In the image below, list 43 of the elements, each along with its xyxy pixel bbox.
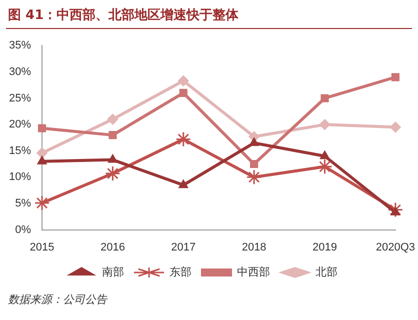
legend-label: 北部 xyxy=(316,266,338,279)
x-tick-label: 2015 xyxy=(30,241,54,254)
x-tick-label: 2020Q3 xyxy=(376,241,416,254)
point xyxy=(107,114,118,125)
point xyxy=(37,156,47,164)
y-tick-label: 20% xyxy=(8,118,32,131)
x-tick-label: 2019 xyxy=(312,241,337,254)
point xyxy=(320,150,330,160)
point xyxy=(250,160,258,168)
y-tick-label: 35% xyxy=(8,40,32,52)
legend-label: 东部 xyxy=(170,266,192,279)
point xyxy=(316,158,332,174)
source-note: 数据来源：公司公告 xyxy=(8,292,107,307)
x-tick-label: 2016 xyxy=(100,241,125,254)
y-tick-label: 25% xyxy=(8,92,32,104)
point xyxy=(38,124,46,132)
point xyxy=(388,202,404,218)
y-tick-label: 15% xyxy=(8,144,32,157)
y-tick-label: 10% xyxy=(8,171,32,184)
point xyxy=(178,75,189,86)
y-tick-label: 5% xyxy=(15,198,32,210)
point xyxy=(36,147,48,158)
x-tick-label: 2017 xyxy=(171,241,196,254)
point xyxy=(391,73,400,82)
point xyxy=(176,132,192,148)
y-tick-label: 30% xyxy=(8,66,32,78)
point xyxy=(390,122,401,133)
point xyxy=(108,154,118,163)
legend-label: 南部 xyxy=(102,266,124,279)
point xyxy=(104,166,120,182)
point xyxy=(249,137,259,146)
point xyxy=(320,94,329,102)
point xyxy=(179,88,188,97)
point xyxy=(108,131,117,140)
y-tick-label: 0% xyxy=(15,224,32,236)
point xyxy=(246,169,262,185)
point xyxy=(390,206,400,216)
point xyxy=(34,195,50,211)
point xyxy=(319,119,330,130)
point xyxy=(178,180,188,188)
chart-title: 图 41：中西部、北部地区增速快于整体 xyxy=(8,6,239,24)
x-tick-label: 2018 xyxy=(242,241,266,254)
legend-label: 中西部 xyxy=(237,266,270,279)
